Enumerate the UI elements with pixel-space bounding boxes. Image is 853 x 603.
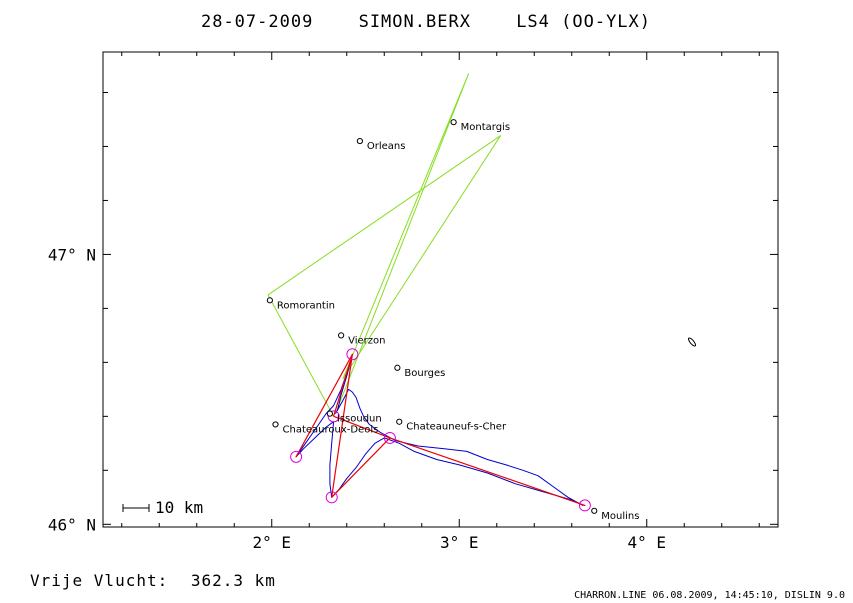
glider-id: LS4 (OO-YLX)	[516, 12, 651, 32]
city-label: Orleans	[367, 141, 406, 152]
city-marker	[450, 119, 457, 126]
city-label: Montargis	[461, 122, 510, 133]
flight-date: 28-07-2009	[201, 12, 313, 32]
optimized-route	[295, 353, 586, 506]
distance-readout: Vrije Vlucht: 362.3 km	[30, 571, 276, 590]
city-marker	[396, 418, 403, 425]
city-marker	[591, 507, 598, 514]
plot-frame	[102, 51, 779, 528]
city-label: Issoudun	[337, 414, 382, 425]
city-label: Chateauneuf-s-Cher	[406, 422, 507, 433]
software-credit: CHARRON.LINE 06.08.2009, 14:45:10, DISLI…	[574, 590, 845, 601]
city-label: Chateauroux-Deols	[283, 424, 379, 435]
distance-value: 362.3 km	[191, 571, 276, 590]
task-polyline	[267, 73, 501, 417]
airfield-symbol	[688, 337, 696, 347]
city-marker	[394, 364, 401, 371]
y-tick-label: 47° N	[48, 245, 96, 264]
city-marker	[326, 410, 333, 417]
city-marker	[338, 332, 345, 339]
scale-bar-label: 10 km	[155, 498, 203, 517]
scale-bar: 10 km	[122, 498, 203, 517]
axis-ticks	[103, 52, 778, 527]
city-label: Vierzon	[348, 335, 385, 346]
city-marker	[356, 137, 363, 145]
map-title: 28-07-2009 SIMON.BERX LS4 (OO-YLX)	[201, 12, 651, 32]
optimized-route-polyline	[295, 353, 586, 506]
task-lines	[267, 73, 501, 417]
x-axis-labels: 2° E 3° E 4° E	[252, 533, 666, 552]
x-tick-label: 2° E	[252, 533, 291, 552]
x-tick-label: 3° E	[440, 533, 479, 552]
x-tick-label: 4° E	[627, 533, 666, 552]
city-marker	[272, 421, 279, 428]
turnpoint-circle	[578, 499, 591, 512]
city-markers: Orleans Montargis Romorantin Vierzon Bourges…	[266, 119, 639, 522]
city-label: Moulins	[601, 511, 639, 522]
city-label: Romorantin	[277, 300, 335, 311]
city-marker	[266, 297, 273, 304]
y-axis-labels: 46° N 47° N	[48, 245, 96, 534]
y-tick-label: 46° N	[48, 515, 96, 534]
distance-label: Vrije Vlucht:	[30, 571, 168, 590]
turnpoint-circle	[346, 348, 359, 361]
pilot-name: SIMON.BERX	[359, 12, 471, 32]
turnpoint-circle	[290, 450, 303, 463]
turnpoint-circle	[327, 410, 340, 423]
city-label: Bourges	[404, 368, 445, 379]
turnpoint-markers	[290, 348, 591, 512]
turnpoint-circle	[325, 491, 338, 504]
turnpoint-circle	[383, 431, 396, 444]
